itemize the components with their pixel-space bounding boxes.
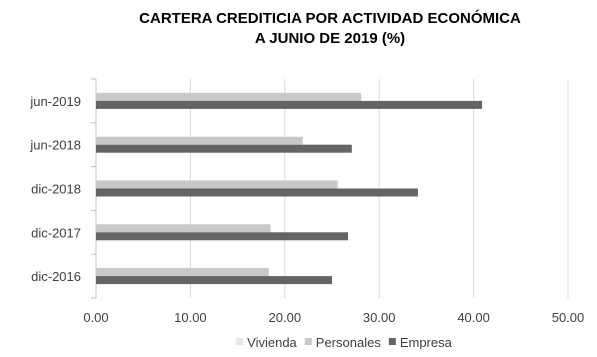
bar-empresa-jun-2018 [96, 144, 352, 153]
category-axis [91, 78, 97, 299]
bar-personales-jun-2018 [96, 136, 303, 145]
bars [96, 92, 483, 285]
y-category-label: dic-2016 [31, 269, 81, 284]
legend-swatch-personales [304, 338, 312, 345]
x-tick-label: 50.00 [552, 310, 585, 325]
y-category-label: dic-2018 [31, 182, 81, 197]
y-axis-labels: jun-2019 jun-2018 dic-2018 dic-2017 dic-2016 [29, 94, 81, 284]
legend-swatch-vivienda [236, 338, 244, 345]
chart-title-line-1: CARTERA CREDITICIA POR ACTIVIDAD ECONÓMI… [139, 9, 521, 27]
bar-personales-jun-2019 [96, 92, 362, 101]
bar-empresa-jun-2019 [96, 100, 483, 109]
legend: Vivienda Personales Empresa [236, 335, 453, 350]
chart-title-line-2: A JUNIO DE 2019 (%) [255, 30, 405, 47]
y-category-label: dic-2017 [31, 225, 81, 240]
legend-swatch-empresa [388, 338, 396, 345]
bar-personales-dic-2017 [96, 224, 271, 233]
x-tick-label: 30.00 [363, 310, 396, 325]
bar-empresa-dic-2017 [96, 232, 349, 241]
bar-empresa-dic-2016 [96, 276, 332, 285]
y-category-label: jun-2019 [29, 94, 81, 109]
bar-personales-dic-2016 [96, 268, 269, 277]
legend-label-vivienda: Vivienda [247, 335, 297, 350]
legend-label-personales: Personales [316, 335, 382, 350]
x-axis-ticks: 0.00 10.00 20.00 30.00 40.00 50.00 [83, 310, 584, 325]
x-tick-label: 0.00 [83, 310, 108, 325]
y-category-label: jun-2018 [29, 138, 81, 153]
bar-personales-dic-2018 [96, 180, 338, 189]
bar-empresa-dic-2018 [96, 188, 418, 197]
legend-label-empresa: Empresa [400, 335, 453, 350]
x-tick-label: 20.00 [269, 310, 302, 325]
x-tick-label: 10.00 [174, 310, 207, 325]
x-tick-label: 40.00 [457, 310, 490, 325]
